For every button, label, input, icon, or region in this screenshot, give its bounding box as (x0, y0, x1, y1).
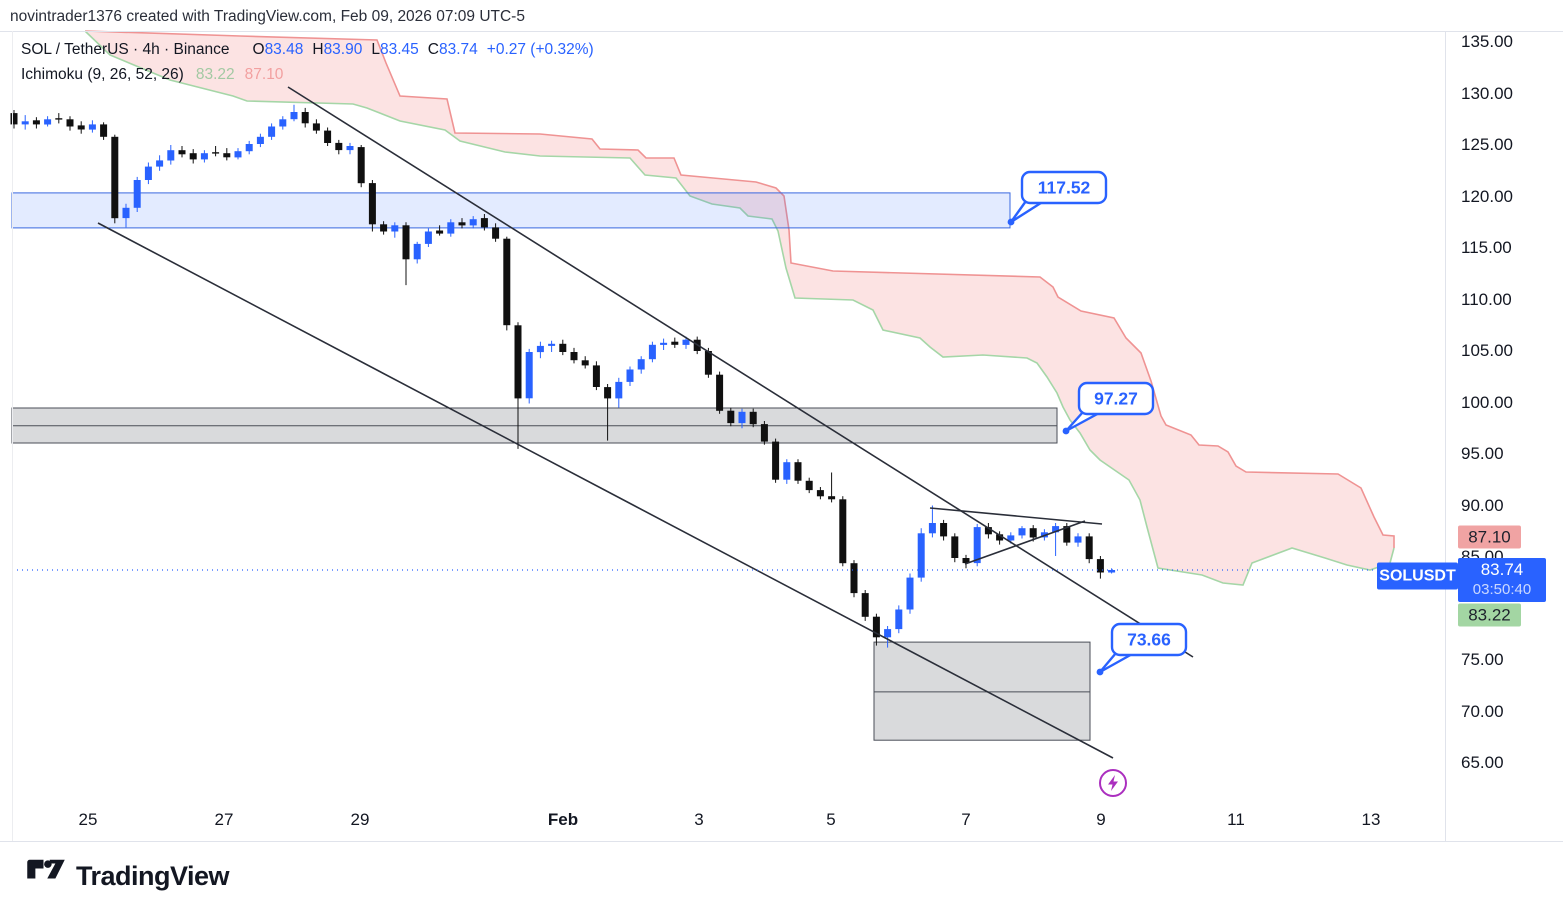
price-callout-97.27[interactable]: 97.27 (1062, 381, 1155, 435)
time-tick-13: 13 (1361, 810, 1381, 829)
chart-left-border (12, 31, 13, 841)
high-label: H (312, 41, 324, 58)
price-tick-100.00: 100.00 (1461, 392, 1513, 412)
triangle-upper-line[interactable] (929, 507, 1103, 525)
demand-zone-73[interactable] (873, 641, 1091, 741)
time-tick-27: 27 (214, 810, 234, 829)
close-label: C (427, 41, 439, 58)
bar-countdown: 03:50:40 (1472, 581, 1532, 598)
price-tick-115.00: 115.00 (1461, 238, 1512, 257)
time-tick-9: 9 (1096, 810, 1106, 829)
price-axis-border (1445, 31, 1446, 841)
indicator-legend-row: Ichimoku (9, 26, 52, 26) 83.22 87.10 (21, 62, 594, 87)
open-value: 83.48 (264, 41, 304, 58)
price-tick-105.00: 105.00 (1461, 341, 1513, 360)
ichimoku-cloud (84, 30, 1395, 586)
time-tick-3: 3 (694, 810, 704, 829)
senkou-span-a-line (84, 30, 1395, 586)
price-tick-110.00: 110.00 (1461, 289, 1512, 309)
price-callout-73.66[interactable]: 73.66 (1096, 622, 1188, 676)
tradingview-wordmark: TradingView (76, 860, 230, 891)
channel-upper-trendline[interactable] (287, 86, 1194, 658)
svg-text:117.52: 117.52 (1038, 178, 1091, 198)
last-price-badge[interactable]: 83.74 03:50:40 (1458, 558, 1546, 602)
time-tick-25: 25 (78, 810, 98, 829)
svg-text:97.27: 97.27 (1094, 389, 1138, 409)
price-callout-117.52[interactable]: 117.52 (1007, 170, 1108, 226)
price-tick-135.00: 135.00 (1461, 32, 1513, 51)
watermark: novintrader1376 created with TradingView… (10, 8, 525, 25)
close-value: 83.74 (438, 41, 478, 58)
symbol-title[interactable]: SOL / TetherUS · 4h · Binance (21, 41, 230, 58)
high-value: 83.90 (323, 41, 363, 58)
tradingview-icon (27, 859, 65, 879)
indicator-value: 87.10 (244, 66, 284, 83)
time-tick-Feb: Feb (547, 810, 579, 829)
time-tick-5: 5 (826, 810, 836, 829)
time-axis-border (0, 841, 1563, 842)
low-label: L (371, 41, 380, 58)
price-tick-65.00: 65.00 (1461, 753, 1504, 772)
badge-price: 83.74 (1480, 560, 1524, 579)
symbol-marker-label: SOLUSDT (1379, 567, 1456, 584)
indicator-title[interactable]: Ichimoku (9, 26, 52, 26) (21, 66, 184, 83)
triangle-lower-line[interactable] (964, 520, 1086, 565)
lightning-icon[interactable] (1099, 769, 1127, 797)
low-value: 83.45 (379, 41, 419, 58)
time-tick-29: 29 (350, 810, 370, 829)
resistance-zone-117[interactable] (11, 192, 1011, 229)
open-label: O (252, 41, 265, 58)
supply-zone-97[interactable] (11, 407, 1058, 444)
indicator-values: 83.22 87.10 (196, 66, 294, 83)
candlesticks (10, 104, 1116, 648)
time-tick-7: 7 (961, 810, 971, 829)
price-tick-70.00: 70.00 (1461, 701, 1504, 721)
price-tick-130.00: 130.00 (1461, 83, 1513, 103)
price-tick-95.00: 95.00 (1461, 444, 1504, 463)
footer-logo[interactable]: TradingView (26, 858, 230, 894)
time-tick-11: 11 (1227, 810, 1245, 829)
callout-anchor-dot (1007, 218, 1015, 226)
ichimoku-senkou-b-badge[interactable]: 87.10 (1458, 525, 1521, 549)
price-tick-75.00: 75.00 (1461, 650, 1504, 669)
svg-text:73.66: 73.66 (1127, 630, 1171, 650)
callout-anchor-dot (1062, 427, 1070, 435)
symbol-price-marker[interactable]: SOLUSDT (1377, 562, 1458, 590)
price-tick-125.00: 125.00 (1461, 135, 1513, 154)
price-tick-120.00: 120.00 (1461, 186, 1513, 206)
price-change: +0.27 (+0.32%) (486, 41, 594, 58)
symbol-legend-row: SOL / TetherUS · 4h · Binance O83.48 H83.9… (21, 37, 594, 62)
callout-anchor-dot (1096, 668, 1104, 676)
price-tick-90.00: 90.00 (1461, 495, 1504, 515)
ichimoku-senkou-a-badge[interactable]: 83.22 (1458, 603, 1521, 627)
chart-top-border (0, 31, 1563, 32)
senkou-span-b-line (84, 30, 1395, 548)
indicator-value: 83.22 (195, 66, 235, 83)
channel-lower-trendline[interactable] (97, 222, 1114, 759)
legend: SOL / TetherUS · 4h · Binance O83.48 H83.9… (21, 37, 594, 87)
